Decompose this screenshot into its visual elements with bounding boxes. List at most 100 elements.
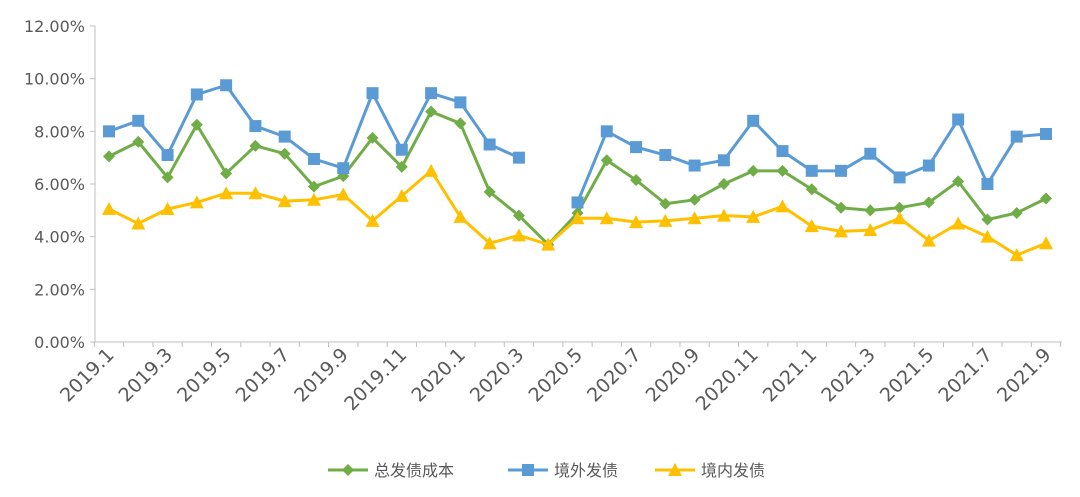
data-point-1 [864, 147, 877, 160]
data-point-1 [747, 114, 760, 127]
legend-label: 总发债成本 [374, 461, 454, 480]
data-point-0 [864, 204, 877, 217]
x-tick-label: 2020.7 [583, 344, 646, 407]
data-point-1 [776, 145, 789, 158]
data-point-1 [190, 88, 203, 101]
data-point-0 [103, 150, 115, 163]
x-tick-label: 2019.11 [340, 344, 411, 415]
x-tick-label: 2021.9 [993, 344, 1056, 407]
legend-marker-2 [668, 463, 682, 476]
data-point-1 [922, 159, 935, 172]
data-point-0 [483, 185, 496, 198]
data-point-1 [835, 164, 848, 177]
data-point-2 [804, 219, 819, 233]
data-point-0 [307, 180, 320, 193]
data-point-1 [483, 138, 496, 151]
x-tick-label: 2019.5 [173, 344, 236, 407]
data-point-1 [571, 196, 584, 209]
data-point-0 [366, 131, 379, 144]
data-point-0 [981, 213, 994, 226]
data-point-1 [1010, 130, 1023, 143]
x-tick-label: 2019.3 [115, 344, 178, 407]
data-point-0 [747, 164, 760, 177]
data-point-1 [220, 79, 233, 92]
x-tick-label: 2019.7 [232, 344, 295, 407]
data-point-2 [102, 202, 116, 216]
x-tick-label: 2021.5 [876, 344, 939, 407]
data-point-2 [570, 211, 585, 225]
data-point-2 [658, 213, 673, 227]
data-point-0 [659, 197, 672, 210]
data-point-1 [717, 154, 730, 167]
data-point-2 [863, 223, 878, 237]
data-point-2 [365, 213, 380, 227]
data-point-0 [220, 167, 233, 180]
data-point-0 [512, 209, 525, 222]
data-point-1 [893, 171, 906, 184]
data-point-2 [541, 237, 556, 251]
data-point-2 [277, 194, 292, 208]
y-tick-label: 2.00% [34, 280, 85, 299]
data-point-1 [805, 164, 818, 177]
legend-marker-1 [522, 464, 534, 476]
y-tick-label: 4.00% [34, 228, 85, 247]
data-point-0 [161, 171, 174, 184]
data-point-1 [425, 87, 438, 100]
data-point-2 [892, 211, 907, 225]
data-point-2 [511, 228, 526, 242]
data-point-1 [630, 141, 643, 154]
data-point-1 [249, 120, 262, 133]
y-tick-label: 8.00% [34, 122, 85, 141]
data-point-1 [512, 151, 525, 164]
data-point-2 [746, 209, 761, 223]
data-point-2 [248, 186, 263, 200]
data-point-1 [454, 96, 467, 109]
data-point-0 [278, 147, 291, 160]
data-point-2 [189, 195, 204, 209]
x-tick-label: 2020.1 [407, 344, 470, 407]
legend-marker-0 [342, 464, 354, 476]
data-point-2 [687, 211, 702, 225]
data-point-2 [131, 216, 146, 230]
data-point-1 [278, 130, 291, 143]
legend-label: 境外发债 [554, 461, 618, 480]
data-point-1 [337, 162, 350, 175]
data-point-1 [366, 87, 379, 100]
data-point-2 [775, 199, 790, 213]
data-point-0 [190, 118, 203, 131]
data-point-1 [659, 149, 672, 162]
data-point-2 [980, 229, 995, 243]
data-point-0 [717, 178, 730, 190]
data-point-0 [893, 201, 906, 214]
data-point-0 [1010, 206, 1023, 219]
x-tick-label: 2021.7 [934, 344, 997, 407]
data-point-0 [454, 117, 467, 130]
data-point-1 [981, 178, 994, 190]
data-point-1 [395, 143, 408, 156]
data-point-0 [132, 135, 145, 148]
data-point-0 [600, 154, 613, 167]
data-point-1 [161, 149, 174, 162]
data-point-0 [922, 196, 935, 209]
data-point-0 [425, 105, 438, 118]
data-point-0 [776, 164, 789, 177]
x-tick-label: 2020.11 [692, 344, 763, 415]
data-point-2 [306, 192, 321, 206]
data-point-1 [103, 125, 115, 138]
x-tick-label: 2019.1 [56, 344, 119, 407]
data-point-2 [160, 202, 175, 216]
x-tick-label: 2020.5 [524, 344, 587, 407]
y-tick-label: 12.00% [24, 17, 85, 36]
data-point-2 [951, 216, 966, 230]
x-tick-label: 2020.3 [466, 344, 529, 407]
data-point-0 [688, 193, 701, 206]
data-point-2 [1009, 248, 1024, 262]
data-point-0 [805, 183, 818, 196]
data-point-2 [921, 233, 936, 247]
data-point-1 [132, 114, 145, 127]
data-point-2 [599, 211, 614, 225]
data-point-2 [716, 208, 731, 222]
data-point-0 [630, 174, 643, 187]
data-point-2 [834, 224, 849, 238]
